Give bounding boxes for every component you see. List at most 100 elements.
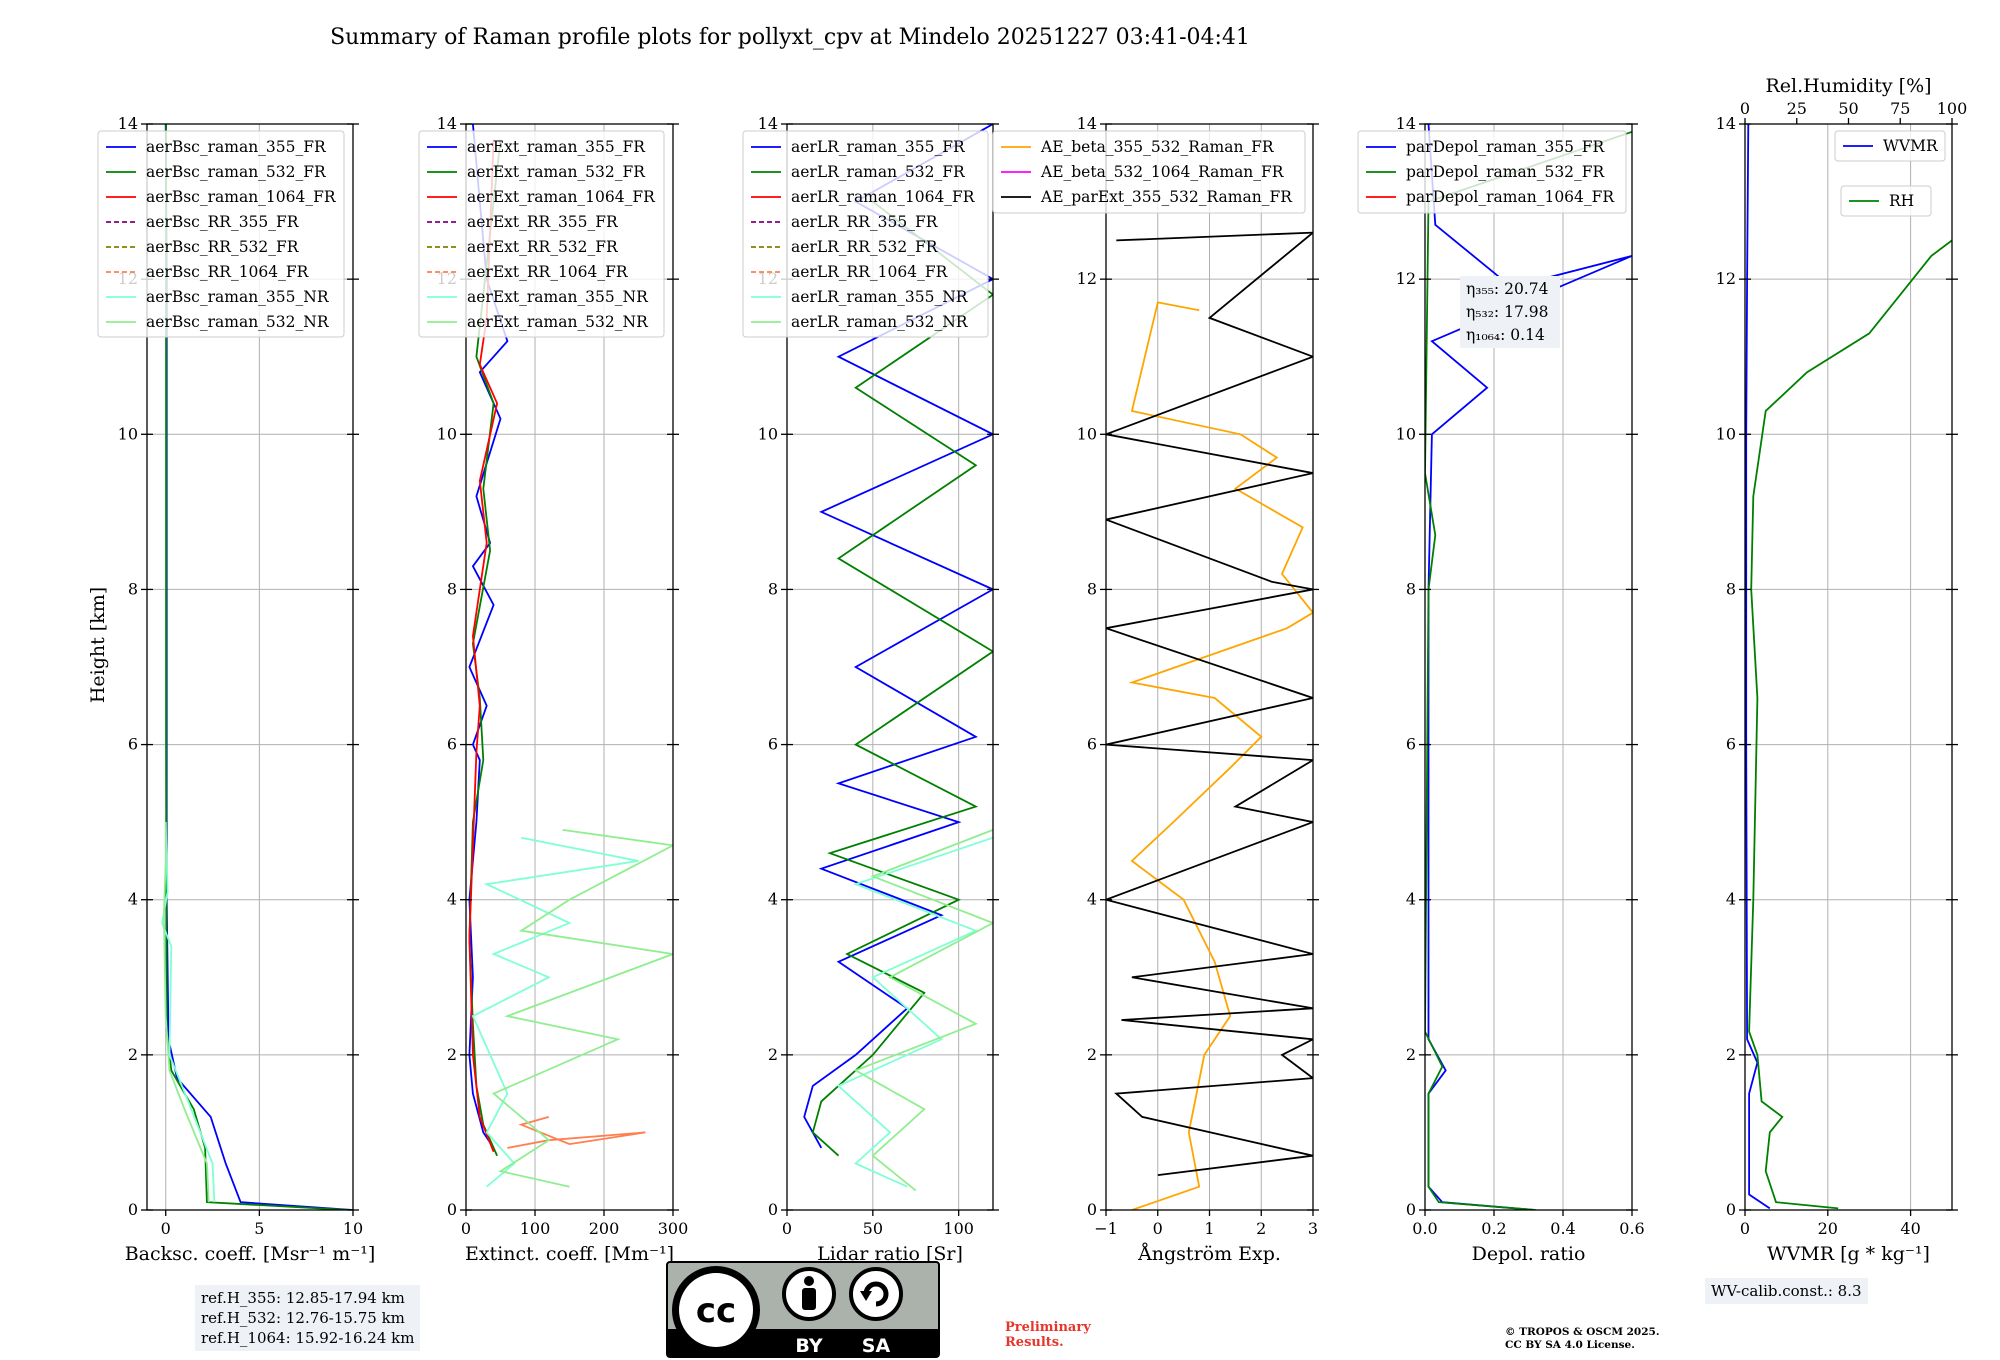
legend-label: aerLR_RR_355_FR xyxy=(791,213,939,231)
y-tick-label: 14 xyxy=(1716,114,1736,133)
x-tick-label: 100 xyxy=(943,1219,974,1238)
preliminary-line-2: Results. xyxy=(1005,1335,1064,1350)
y-tick-label: 2 xyxy=(447,1045,457,1064)
legend-label: aerExt_RR_532_FR xyxy=(467,238,619,256)
legend-label: aerLR_raman_532_NR xyxy=(791,313,969,331)
y-tick-label: 4 xyxy=(1087,890,1097,909)
sa-share-alike-icon xyxy=(849,1267,903,1321)
y-tick-label: 8 xyxy=(128,579,138,598)
legend-label: aerBsc_raman_532_NR xyxy=(146,313,330,331)
axes-frame xyxy=(146,123,354,1211)
legend-label: aerExt_raman_1064_FR xyxy=(467,188,656,206)
x-tick-label: 0 xyxy=(461,1219,471,1238)
x-axis-label: Ångström Exp. xyxy=(1137,1243,1281,1265)
y-tick-label: 14 xyxy=(437,114,457,133)
x-tick-label: 0 xyxy=(1740,1219,1750,1238)
panel-2: 024681012140100200300Extinct. coeff. [Mm… xyxy=(418,114,689,1265)
series-aerExt_raman_1064_FR xyxy=(468,139,499,1153)
legend-label: aerLR_raman_1064_FR xyxy=(791,188,976,206)
x-tick-label: 40 xyxy=(1900,1219,1920,1238)
y-tick-label: 10 xyxy=(1396,424,1416,443)
preliminary-line-1: Preliminary xyxy=(1005,1320,1091,1335)
y-tick-label: 4 xyxy=(1406,890,1416,909)
x-tick-label: 5 xyxy=(254,1219,264,1238)
legend-box xyxy=(97,130,345,338)
y-tick-label: 12 xyxy=(1077,269,1097,288)
legend-label: aerBsc_RR_355_FR xyxy=(146,213,300,231)
y-tick-label: 0 xyxy=(1406,1200,1416,1219)
copyright-line-1: © TROPOS & OSCM 2025. xyxy=(1505,1326,1660,1338)
y-tick-label: 10 xyxy=(118,424,138,443)
legend-box xyxy=(418,130,665,338)
y-tick-label: 0 xyxy=(768,1200,778,1219)
annotation-text: η₃₅₅: 20.74 xyxy=(1466,280,1549,298)
legend-label: aerBsc_raman_355_NR xyxy=(146,288,330,306)
rh-axis-label: Rel.Humidity [%] xyxy=(1765,75,1931,97)
legend-label: AE_beta_532_1064_Raman_FR xyxy=(1040,163,1285,181)
axes-frame xyxy=(465,123,674,1211)
x-tick-label: 0.2 xyxy=(1481,1219,1506,1238)
series-aerExt_RR_1064_FR xyxy=(507,1116,646,1149)
x-tick-label: 2 xyxy=(1256,1219,1266,1238)
series-aerLR_raman_532_NR xyxy=(853,829,993,1192)
x-axis-label: Extinct. coeff. [Mm⁻¹] xyxy=(465,1243,674,1265)
series-AE_parExt_355_532_Raman_FR xyxy=(1106,231,1313,1176)
rh-tick-label: 0 xyxy=(1740,99,1750,118)
panel-3: 02468101214050100Lidar ratio [Sr]aerLR_r… xyxy=(742,114,999,1265)
legend-label: parDepol_raman_355_FR xyxy=(1406,138,1606,156)
rh-tick-label: 25 xyxy=(1787,99,1807,118)
y-tick-label: 0 xyxy=(447,1200,457,1219)
rh-tick-label: 50 xyxy=(1838,99,1858,118)
legend-label: aerExt_raman_532_FR xyxy=(467,163,646,181)
legend-label: aerBsc_RR_1064_FR xyxy=(146,263,310,281)
y-tick-label: 10 xyxy=(1077,424,1097,443)
y-tick-label: 4 xyxy=(1726,890,1736,909)
y-tick-label: 4 xyxy=(128,890,138,909)
x-tick-label: 0.4 xyxy=(1550,1219,1575,1238)
legend-label: aerBsc_raman_355_FR xyxy=(146,138,327,156)
x-tick-label: 300 xyxy=(658,1219,689,1238)
y-tick-label: 12 xyxy=(1396,269,1416,288)
legend-label: parDepol_raman_1064_FR xyxy=(1406,188,1615,206)
legend-label: aerLR_RR_1064_FR xyxy=(791,263,949,281)
y-tick-label: 6 xyxy=(1726,735,1736,754)
x-tick-label: 3 xyxy=(1308,1219,1318,1238)
by-person-head xyxy=(804,1276,814,1286)
legend-label: AE_parExt_355_532_Raman_FR xyxy=(1040,188,1293,206)
y-tick-label: 14 xyxy=(1396,114,1416,133)
y-tick-label: 2 xyxy=(128,1045,138,1064)
copyright-line-2: CC BY SA 4.0 License. xyxy=(1505,1339,1635,1351)
y-tick-label: 4 xyxy=(768,890,778,909)
series-aerExt_raman_355_FR xyxy=(468,124,509,1149)
y-tick-label: 10 xyxy=(1716,424,1736,443)
legend-label: aerLR_raman_355_FR xyxy=(791,138,966,156)
series-aerBsc_raman_532_FR xyxy=(165,124,350,1210)
x-tick-label: 50 xyxy=(863,1219,883,1238)
sa-label: SA xyxy=(862,1335,891,1357)
x-tick-label: 20 xyxy=(1818,1219,1838,1238)
ref-h-355: ref.H_355: 12.85-17.94 km xyxy=(201,1289,405,1307)
y-tick-label: 6 xyxy=(1406,735,1416,754)
sa-arrow-arc xyxy=(863,1281,889,1307)
axes-frame xyxy=(1424,123,1633,1211)
y-tick-label: 10 xyxy=(758,424,778,443)
y-tick-label: 8 xyxy=(1087,579,1097,598)
x-tick-label: 1 xyxy=(1204,1219,1214,1238)
legend-label: aerExt_raman_355_NR xyxy=(467,288,649,306)
cc-circle xyxy=(679,1273,753,1347)
annotation-box xyxy=(1460,276,1560,348)
y-tick-label: 8 xyxy=(1726,579,1736,598)
x-tick-label: 0 xyxy=(1153,1219,1163,1238)
legend-box xyxy=(1357,130,1627,214)
y-tick-label: 4 xyxy=(447,890,457,909)
ref-h-532: ref.H_532: 12.76-15.75 km xyxy=(201,1309,405,1327)
y-tick-label: 14 xyxy=(758,114,778,133)
x-tick-label: −1 xyxy=(1094,1219,1118,1238)
legend-label: aerLR_RR_532_FR xyxy=(791,238,939,256)
series-aerExt_raman_532_NR xyxy=(491,829,673,1188)
y-tick-label: 6 xyxy=(768,735,778,754)
legend-label: aerExt_RR_1064_FR xyxy=(467,263,629,281)
y-tick-label: 0 xyxy=(128,1200,138,1219)
axes-frame xyxy=(1744,123,1953,1211)
